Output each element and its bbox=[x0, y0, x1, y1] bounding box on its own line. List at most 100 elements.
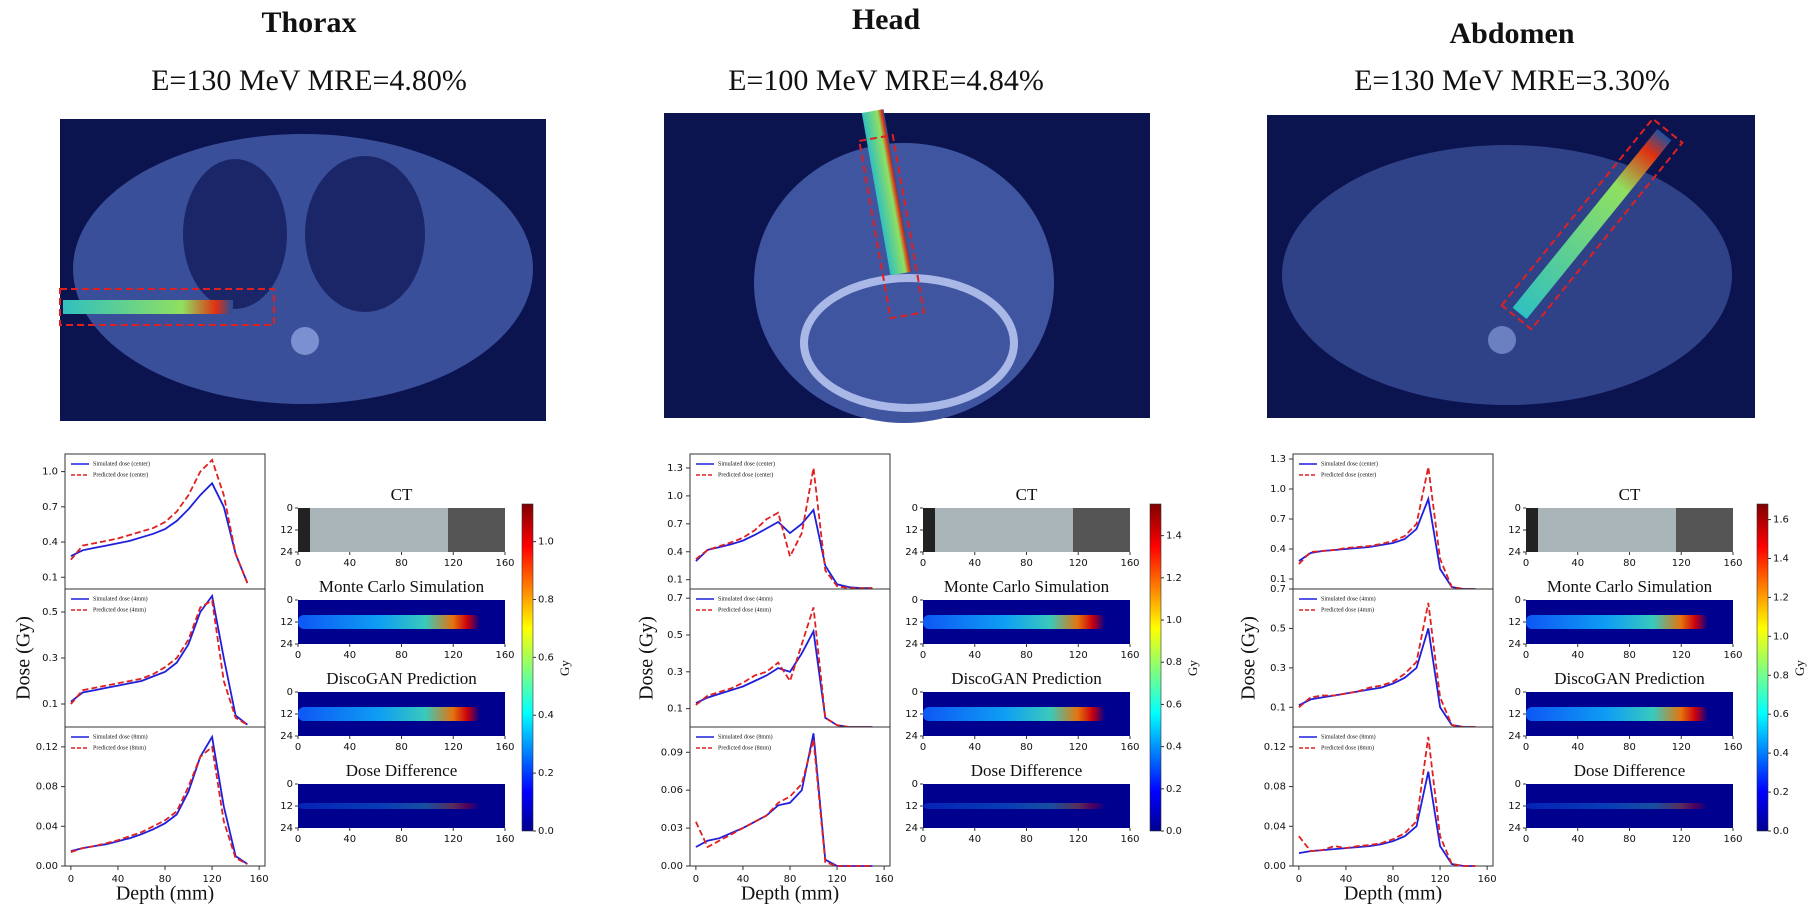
map-x-tick-label: 160 bbox=[1120, 558, 1139, 569]
map-y-tick-label: 12 bbox=[905, 801, 918, 812]
map-x-tick-label: 80 bbox=[1020, 558, 1033, 569]
y-tick-label: 0.1 bbox=[42, 699, 58, 710]
y-tick-label: 0.06 bbox=[661, 785, 683, 796]
y-tick-label: 0.5 bbox=[1270, 623, 1286, 634]
ct-lung bbox=[183, 159, 287, 309]
y-tick-label: 0.4 bbox=[1270, 544, 1286, 555]
map-y-tick-label: 12 bbox=[280, 617, 293, 628]
map-title: Monte Carlo Simulation bbox=[319, 577, 485, 596]
y-tick-label: 0.7 bbox=[42, 502, 58, 513]
legend-label: Predicted dose (8mm) bbox=[93, 744, 146, 751]
x-tick-label: 0 bbox=[693, 874, 699, 885]
plot-frame bbox=[1292, 588, 1494, 728]
map-title: Monte Carlo Simulation bbox=[944, 577, 1110, 596]
map-y-tick-label: 0 bbox=[912, 503, 918, 514]
legend-label: Simulated dose (8mm) bbox=[1321, 733, 1376, 740]
y-tick-label: 0.3 bbox=[667, 667, 683, 678]
map-x-tick-label: 120 bbox=[1672, 742, 1691, 753]
y-tick-label: 1.0 bbox=[667, 491, 683, 502]
map-y-tick-label: 12 bbox=[1508, 617, 1521, 628]
legend-label: Simulated dose (center) bbox=[93, 460, 150, 467]
ct-roi bbox=[1500, 117, 1684, 331]
y-tick-label: 0.4 bbox=[42, 537, 58, 548]
y-tick-label: 1.3 bbox=[667, 463, 683, 474]
map-x-tick-label: 160 bbox=[1723, 834, 1742, 845]
colorbar-tick-label: 1.6 bbox=[1773, 515, 1789, 526]
map-x-tick-label: 160 bbox=[1723, 742, 1742, 753]
x-tick-label: 80 bbox=[1387, 874, 1400, 885]
map-y-tick-label: 24 bbox=[905, 547, 918, 558]
map-y-tick-label: 24 bbox=[280, 639, 293, 650]
map-x-tick-label: 80 bbox=[1623, 742, 1636, 753]
x-tick-label: 40 bbox=[112, 874, 125, 885]
x-tick-label: 0 bbox=[68, 874, 74, 885]
map-x-tick-label: 80 bbox=[1623, 650, 1636, 661]
colorbar-label: Gy bbox=[1185, 660, 1200, 676]
map-x-tick-label: 120 bbox=[1672, 558, 1691, 569]
x-tick-label: 160 bbox=[1478, 874, 1497, 885]
ct-spine bbox=[291, 327, 319, 355]
y-tick-label: 0.1 bbox=[667, 704, 683, 715]
map-x-tick-label: 0 bbox=[1523, 558, 1529, 569]
x-axis-label: Depth (mm) bbox=[116, 883, 214, 905]
plot-frame bbox=[1292, 453, 1494, 590]
map-x-tick-label: 80 bbox=[395, 742, 408, 753]
map-title: Dose Difference bbox=[971, 761, 1083, 780]
ct-body bbox=[1282, 145, 1732, 405]
map-x-tick-label: 0 bbox=[1523, 834, 1529, 845]
map-x-tick-label: 40 bbox=[343, 834, 356, 845]
dose-band bbox=[1526, 615, 1709, 629]
map-y-tick-label: 24 bbox=[905, 731, 918, 742]
ct-strip-shade bbox=[1676, 508, 1733, 552]
map-y-tick-label: 0 bbox=[1515, 779, 1521, 790]
map-x-tick-label: 40 bbox=[968, 558, 981, 569]
map-x-tick-label: 80 bbox=[1020, 650, 1033, 661]
map-y-tick-label: 12 bbox=[280, 525, 293, 536]
map-title: Monte Carlo Simulation bbox=[1547, 577, 1713, 596]
map-x-tick-label: 0 bbox=[295, 834, 301, 845]
colorbar-tick-label: 0.6 bbox=[538, 652, 554, 663]
map-x-tick-label: 40 bbox=[343, 742, 356, 753]
dose-curve bbox=[695, 507, 873, 589]
colorbar-tick-label: 1.2 bbox=[1166, 573, 1182, 584]
map-x-tick-label: 120 bbox=[1069, 742, 1088, 753]
map-x-tick-label: 0 bbox=[920, 742, 926, 753]
map-title: CT bbox=[1619, 485, 1641, 504]
x-tick-label: 40 bbox=[1340, 874, 1353, 885]
colorbar-tick-label: 0.6 bbox=[1166, 699, 1182, 710]
ct-beam bbox=[861, 109, 913, 276]
map-x-tick-label: 0 bbox=[295, 558, 301, 569]
map-y-tick-label: 12 bbox=[280, 709, 293, 720]
map-y-tick-label: 24 bbox=[1508, 547, 1521, 558]
map-x-tick-label: 0 bbox=[920, 650, 926, 661]
legend-label: Predicted dose (4mm) bbox=[93, 606, 146, 613]
map-title: CT bbox=[1016, 485, 1038, 504]
colorbar-label: Gy bbox=[557, 660, 572, 676]
ct-strip-shade bbox=[298, 508, 310, 552]
y-tick-label: 0.3 bbox=[1270, 663, 1286, 674]
map-x-tick-label: 40 bbox=[968, 742, 981, 753]
dose-curve bbox=[695, 739, 873, 867]
x-axis-label: Depth (mm) bbox=[741, 883, 839, 905]
y-tick-label: 0.04 bbox=[36, 821, 58, 832]
map-x-tick-label: 120 bbox=[1069, 558, 1088, 569]
dose-curve bbox=[695, 607, 873, 728]
colorbar-tick-label: 1.0 bbox=[538, 537, 554, 548]
map-x-tick-label: 80 bbox=[1020, 834, 1033, 845]
x-tick-label: 160 bbox=[875, 874, 894, 885]
dose-curve bbox=[70, 458, 249, 584]
dose-curve bbox=[1298, 628, 1476, 728]
map-title: DiscoGAN Prediction bbox=[1554, 669, 1705, 688]
map-title: DiscoGAN Prediction bbox=[326, 669, 477, 688]
map-x-tick-label: 0 bbox=[295, 742, 301, 753]
map-x-tick-label: 120 bbox=[444, 650, 463, 661]
map-y-tick-label: 12 bbox=[905, 617, 918, 628]
x-tick-label: 80 bbox=[784, 874, 797, 885]
ct-strip-shade bbox=[448, 508, 505, 552]
dose-band bbox=[298, 615, 481, 629]
y-tick-label: 0.5 bbox=[42, 607, 58, 618]
dose-curve bbox=[70, 599, 248, 726]
map-y-tick-label: 12 bbox=[280, 801, 293, 812]
colorbar-tick-label: 1.4 bbox=[1166, 531, 1182, 542]
map-x-tick-label: 160 bbox=[495, 650, 514, 661]
